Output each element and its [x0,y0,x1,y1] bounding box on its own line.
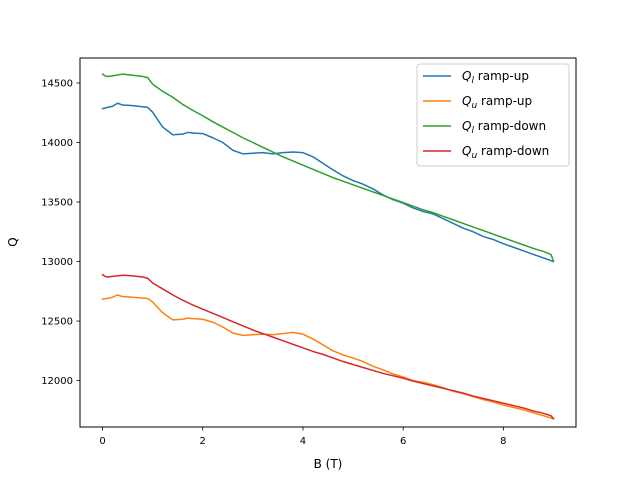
y-tick-label: 12000 [41,376,73,387]
x-axis-ticks: 0 2 4 6 8 [99,427,507,447]
x-tick-label: 8 [500,436,506,447]
legend-label-3: Qu ramp-down [462,144,549,161]
x-tick-label: 4 [300,436,306,447]
x-tick-label: 2 [200,436,206,447]
series-line-3 [101,273,555,420]
axes-frame [79,57,577,428]
legend: Ql ramp-up Qu ramp-up Ql ramp-down Qu ramp-… [416,63,570,167]
y-tick-label: 13500 [41,198,73,209]
y-tick-label: 12500 [41,317,73,328]
series-line-0 [101,102,555,263]
y-axis-ticks: 12000 12500 13000 13500 14000 14500 [41,79,80,387]
y-axis-label: Q [6,237,20,246]
y-tick-label: 13000 [41,257,73,268]
x-tick-label: 0 [99,436,105,447]
series-line-2 [101,73,555,262]
series-lines [101,73,555,420]
legend-label-1: Qu ramp-up [462,94,532,111]
y-tick-label: 14500 [41,79,73,90]
legend-frame [416,63,570,167]
y-tick-label: 14000 [41,138,73,149]
legend-label-2: Ql ramp-down [462,119,546,136]
legend-label-0: Ql ramp-up [462,69,529,86]
x-axis-label: B (T) [314,457,343,471]
x-tick-label: 6 [400,436,406,447]
